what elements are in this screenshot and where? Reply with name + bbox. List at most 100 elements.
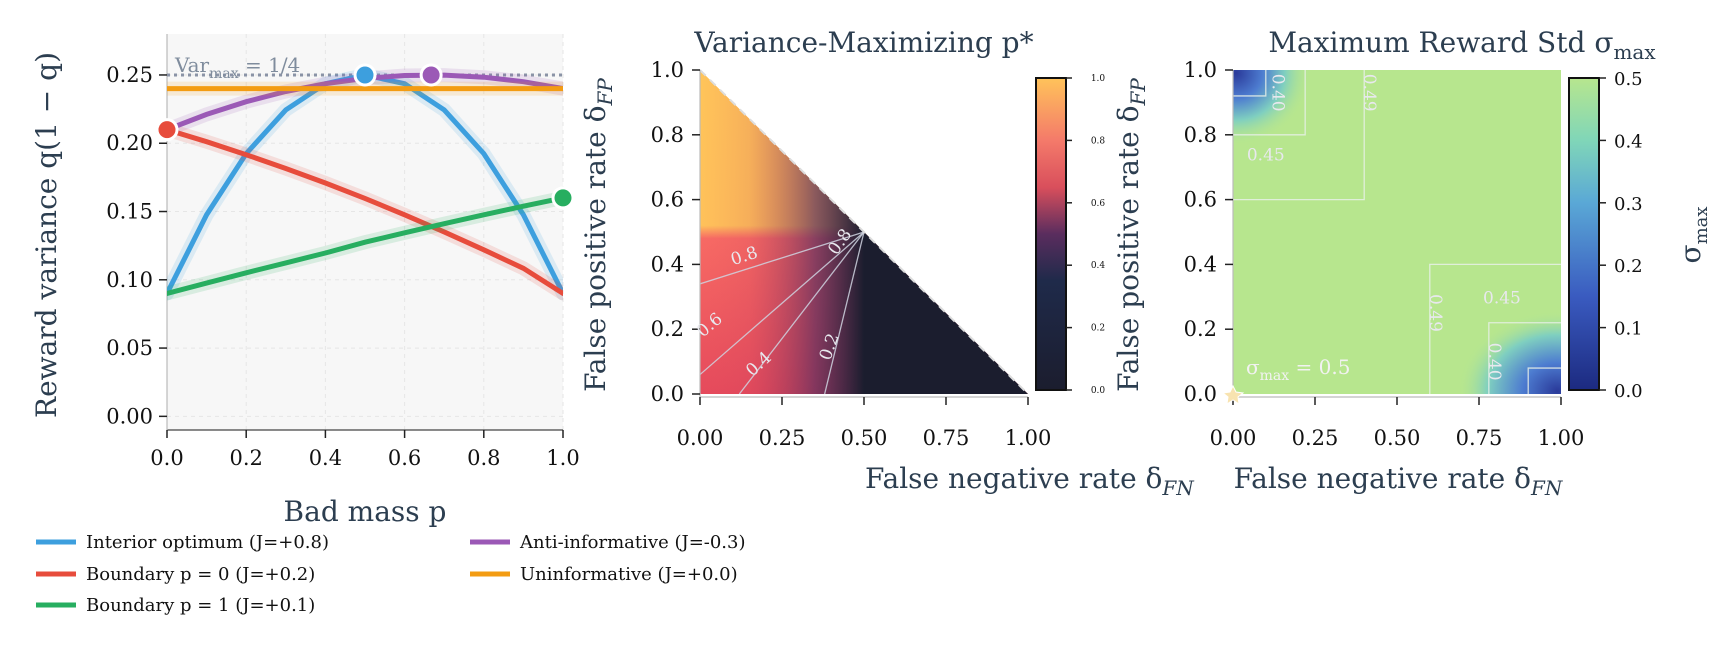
left-markers: [155, 63, 575, 210]
right-contour-label: 0.40: [1267, 74, 1287, 112]
middle-colorbar-ticks: 0.0 0.2 0.4 0.6 0.8 1.0: [1066, 74, 1105, 396]
right-contour-label: 0.45: [1247, 146, 1285, 166]
middle-panel: Variance-Maximizing p* 0.00 0.25 0.50 0.75 1…: [579, 26, 1195, 500]
middle-diagonal: [699, 69, 1029, 395]
right-panel: Maximum Reward Std σmax 0.00 0.25 0.50 0.75…: [1112, 26, 1712, 500]
left-xtick-label: 0.0: [150, 446, 183, 470]
right-contours: [1233, 70, 1561, 394]
series-line: [167, 127, 563, 296]
right-xtick-label: 1.00: [1538, 426, 1585, 450]
right-cbar-tick-label: 0.1: [1614, 319, 1643, 340]
right-contour-label: 0.45: [1483, 288, 1521, 308]
right-xtick-label: 0.25: [1292, 426, 1339, 450]
left-lines: [167, 67, 563, 301]
right-ylabel: False positive rate δFP: [1112, 78, 1150, 392]
right-contour-label: 0.49: [1359, 74, 1379, 112]
legend-label: Boundary p = 0 (J=+0.2): [86, 564, 315, 585]
right-colorbar: [1568, 77, 1600, 391]
middle-cbar-tick-label: 0.6: [1091, 199, 1106, 209]
right-cbar-tick-label: 0.4: [1614, 131, 1643, 152]
middle-contour-line: [824, 231, 865, 394]
middle-ytick-label: 0.6: [651, 188, 684, 212]
right-cbar-tick-label: 0.0: [1614, 381, 1643, 402]
right-ytick-label: 0.0: [1184, 382, 1217, 406]
right-title: Maximum Reward Std σmax: [1268, 26, 1656, 64]
right-ytick-label: 0.4: [1184, 252, 1217, 276]
right-ytick-label: 0.2: [1184, 317, 1217, 341]
right-cbar-tick-label: 0.2: [1614, 256, 1643, 277]
left-plot-area: [167, 34, 563, 430]
legend: Interior optimum (J=+0.8) Anti-informativ…: [36, 532, 746, 616]
right-cbar-tick-label: 0.5: [1614, 69, 1643, 90]
right-contour-040-br: [1527, 367, 1561, 394]
middle-colorbar: [1035, 77, 1067, 391]
legend-entry: Anti-informative (J=-0.3): [470, 532, 746, 553]
right-ytick-label: 0.8: [1184, 123, 1217, 147]
middle-cbar-tick-label: 0.2: [1091, 324, 1105, 334]
middle-xtick-label: 0.00: [677, 426, 724, 450]
right-contour-045-br: [1488, 322, 1561, 394]
left-xlabel: Bad mass p: [284, 495, 447, 528]
left-ytick-label: 0.00: [106, 404, 153, 428]
legend-label: Uninformative (J=+0.0): [520, 564, 738, 585]
left-ytick-label: 0.05: [106, 336, 153, 360]
var-max-label: Varmax = 1/4: [174, 53, 300, 82]
middle-ticks: 0.00 0.25 0.50 0.75 1.00 0.0 0.2 0.4 0.6 0.8 1.0: [651, 58, 1052, 450]
middle-contour-line: [700, 231, 865, 376]
right-contour-label: 0.49: [1425, 294, 1445, 332]
right-ticks: 0.00 0.25 0.50 0.75 1.00 0.0 0.2 0.4 0.6 0.8 1.0: [1184, 58, 1585, 450]
left-ytick-label: 0.10: [106, 268, 153, 292]
legend-label: Boundary p = 1 (J=+0.1): [86, 595, 315, 616]
right-cbar-tick-label: 0.3: [1614, 194, 1643, 215]
right-contour-labels: 0.40 0.45 0.49 0.49 0.45 0.40: [1247, 74, 1521, 381]
left-xtick-label: 1.0: [546, 446, 579, 470]
right-ytick-label: 0.6: [1184, 188, 1217, 212]
middle-title: Variance-Maximizing p*: [693, 26, 1033, 59]
right-contour-049-tl: [1233, 70, 1365, 201]
middle-ytick-label: 0.2: [651, 317, 684, 341]
right-contour-label: 0.40: [1484, 343, 1504, 381]
left-ticks: 0.0 0.2 0.4 0.6 0.8 1.0 0.00 0.05 0.10 0.15 0.20 0.…: [106, 63, 579, 470]
middle-xlabel: False negative rate δFN: [865, 462, 1195, 500]
right-xlabel: False negative rate δFN: [1234, 462, 1564, 500]
right-colorbar-label: σmax: [1674, 206, 1712, 263]
left-xtick-label: 0.6: [388, 446, 421, 470]
left-ytick-label: 0.25: [106, 63, 153, 87]
left-panel: 0.0 0.2 0.4 0.6 0.8 1.0 0.00 0.05 0.10 0.15 0.20 0.…: [30, 34, 580, 528]
right-contour-045-tl: [1233, 70, 1306, 136]
middle-ytick-label: 0.4: [651, 252, 684, 276]
legend-entry: Boundary p = 0 (J=+0.2): [36, 564, 315, 585]
middle-contour-line: [700, 231, 865, 285]
middle-cbar-tick-label: 0.0: [1091, 386, 1106, 396]
right-contour-049-br: [1429, 263, 1561, 394]
sigma-annotation: σmax = 0.5: [1246, 355, 1350, 384]
middle-ytick-label: 1.0: [651, 58, 684, 82]
middle-ytick-label: 0.0: [651, 382, 684, 406]
middle-cbar-tick-label: 0.4: [1091, 261, 1106, 271]
optimum-star-marker: [1221, 384, 1245, 406]
right-contour-040-tl: [1233, 70, 1267, 97]
left-ylabel: Reward variance q(1 − q): [30, 52, 63, 418]
legend-entry: Boundary p = 1 (J=+0.1): [36, 595, 315, 616]
series-line: [167, 195, 563, 296]
left-ytick-label: 0.15: [106, 200, 153, 224]
middle-xtick-label: 0.50: [841, 426, 888, 450]
middle-xtick-label: 0.25: [759, 426, 806, 450]
middle-ytick-label: 0.8: [651, 123, 684, 147]
right-xtick-label: 0.00: [1210, 426, 1257, 450]
left-xtick-label: 0.2: [229, 446, 262, 470]
middle-ylabel: False positive rate δFP: [579, 78, 617, 392]
right-heatmap: [1233, 70, 1561, 394]
middle-xtick-label: 0.75: [923, 426, 970, 450]
optimum-marker: [551, 186, 575, 210]
middle-cbar-tick-label: 0.8: [1091, 136, 1106, 146]
left-xtick-label: 0.8: [467, 446, 500, 470]
middle-xtick-label: 1.00: [1005, 426, 1052, 450]
legend-label: Anti-informative (J=-0.3): [519, 532, 746, 553]
legend-entry: Uninformative (J=+0.0): [470, 564, 738, 585]
optimum-marker: [155, 118, 179, 142]
middle-contours: [700, 231, 865, 394]
legend-label: Interior optimum (J=+0.8): [86, 532, 329, 553]
optimum-marker: [419, 63, 443, 87]
